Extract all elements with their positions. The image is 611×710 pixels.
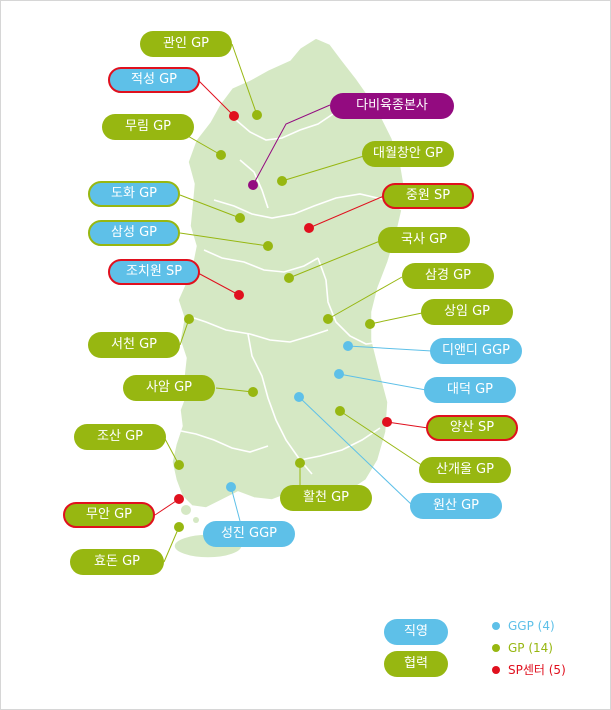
dot-saam: [248, 387, 258, 397]
label-murim[interactable]: 무림 GP: [102, 114, 194, 140]
label-yangsan[interactable]: 양산 SP: [426, 415, 518, 441]
legend-sp: SP센터 (5): [492, 663, 566, 677]
small-island: [181, 505, 191, 515]
dot-josan: [174, 460, 184, 470]
legend-ggp: GGP (4): [492, 619, 555, 633]
province-borders: [175, 99, 403, 475]
label-sangim[interactable]: 상임 GP: [421, 299, 513, 325]
label-jungwon[interactable]: 중원 SP: [382, 183, 474, 209]
dot-daedeok: [334, 369, 344, 379]
label-guksa[interactable]: 국사 GP: [378, 227, 470, 253]
legend-direct: 직영: [384, 619, 448, 645]
dot-sangaeul: [335, 406, 345, 416]
dot-gwanin: [252, 110, 262, 120]
label-hyodon[interactable]: 효돈 GP: [70, 549, 164, 575]
dot-diandi: [343, 341, 353, 351]
dot-seongjin: [226, 482, 236, 492]
label-wonsan[interactable]: 원산 GP: [410, 493, 502, 519]
label-samseong[interactable]: 삼성 GP: [88, 220, 180, 246]
dot-seocheon: [184, 314, 194, 324]
dot-murim: [216, 150, 226, 160]
dot-dabiyuk: [248, 180, 258, 190]
legend-ggp-text: GGP (4): [508, 619, 555, 633]
dot-jungwon: [304, 223, 314, 233]
label-gwanin[interactable]: 관인 GP: [140, 31, 232, 57]
label-sangaeul[interactable]: 산개울 GP: [419, 457, 511, 483]
legend-gp-text: GP (14): [508, 641, 553, 655]
label-seocheon[interactable]: 서천 GP: [88, 332, 180, 358]
legend-sp-text: SP센터 (5): [508, 663, 566, 677]
dot-jochiwon: [234, 290, 244, 300]
label-saam[interactable]: 사암 GP: [123, 375, 215, 401]
label-daewol[interactable]: 대월창안 GP: [362, 141, 454, 167]
dot-sangim: [365, 319, 375, 329]
dot-muan: [174, 494, 184, 504]
dot-wonsan: [294, 392, 304, 402]
legend-sp-dot: [492, 665, 500, 674]
dot-yangsan: [382, 417, 392, 427]
legend-partner: 협력: [384, 651, 448, 677]
label-dabiyuk[interactable]: 다비육종본사: [330, 93, 454, 119]
dot-hyodon: [174, 522, 184, 532]
dot-daewol: [277, 176, 287, 186]
location-dots: [174, 110, 392, 532]
legend-gp-dot: [492, 643, 500, 652]
label-daedeok[interactable]: 대덕 GP: [424, 377, 516, 403]
dot-jeokseong: [229, 111, 239, 121]
leader-lines: [154, 43, 433, 563]
dot-dohwa: [235, 213, 245, 223]
label-jochiwon[interactable]: 조치원 SP: [108, 259, 200, 285]
label-dohwa[interactable]: 도화 GP: [88, 181, 180, 207]
label-seongjin[interactable]: 성진 GGP: [203, 521, 295, 547]
label-diandi[interactable]: 디앤디 GGP: [430, 338, 522, 364]
label-samgyeong[interactable]: 삼경 GP: [402, 263, 494, 289]
label-jeokseong[interactable]: 적성 GP: [108, 67, 200, 93]
small-island: [193, 517, 199, 523]
legend-gp: GP (14): [492, 641, 553, 655]
dot-guksa: [284, 273, 294, 283]
legend-ggp-dot: [492, 621, 500, 630]
dot-samgyeong: [323, 314, 333, 324]
dot-samseong: [263, 241, 273, 251]
label-josan[interactable]: 조산 GP: [74, 424, 166, 450]
label-hwalcheon[interactable]: 활천 GP: [280, 485, 372, 511]
label-muan[interactable]: 무안 GP: [63, 502, 155, 528]
dot-hwalcheon: [295, 458, 305, 468]
